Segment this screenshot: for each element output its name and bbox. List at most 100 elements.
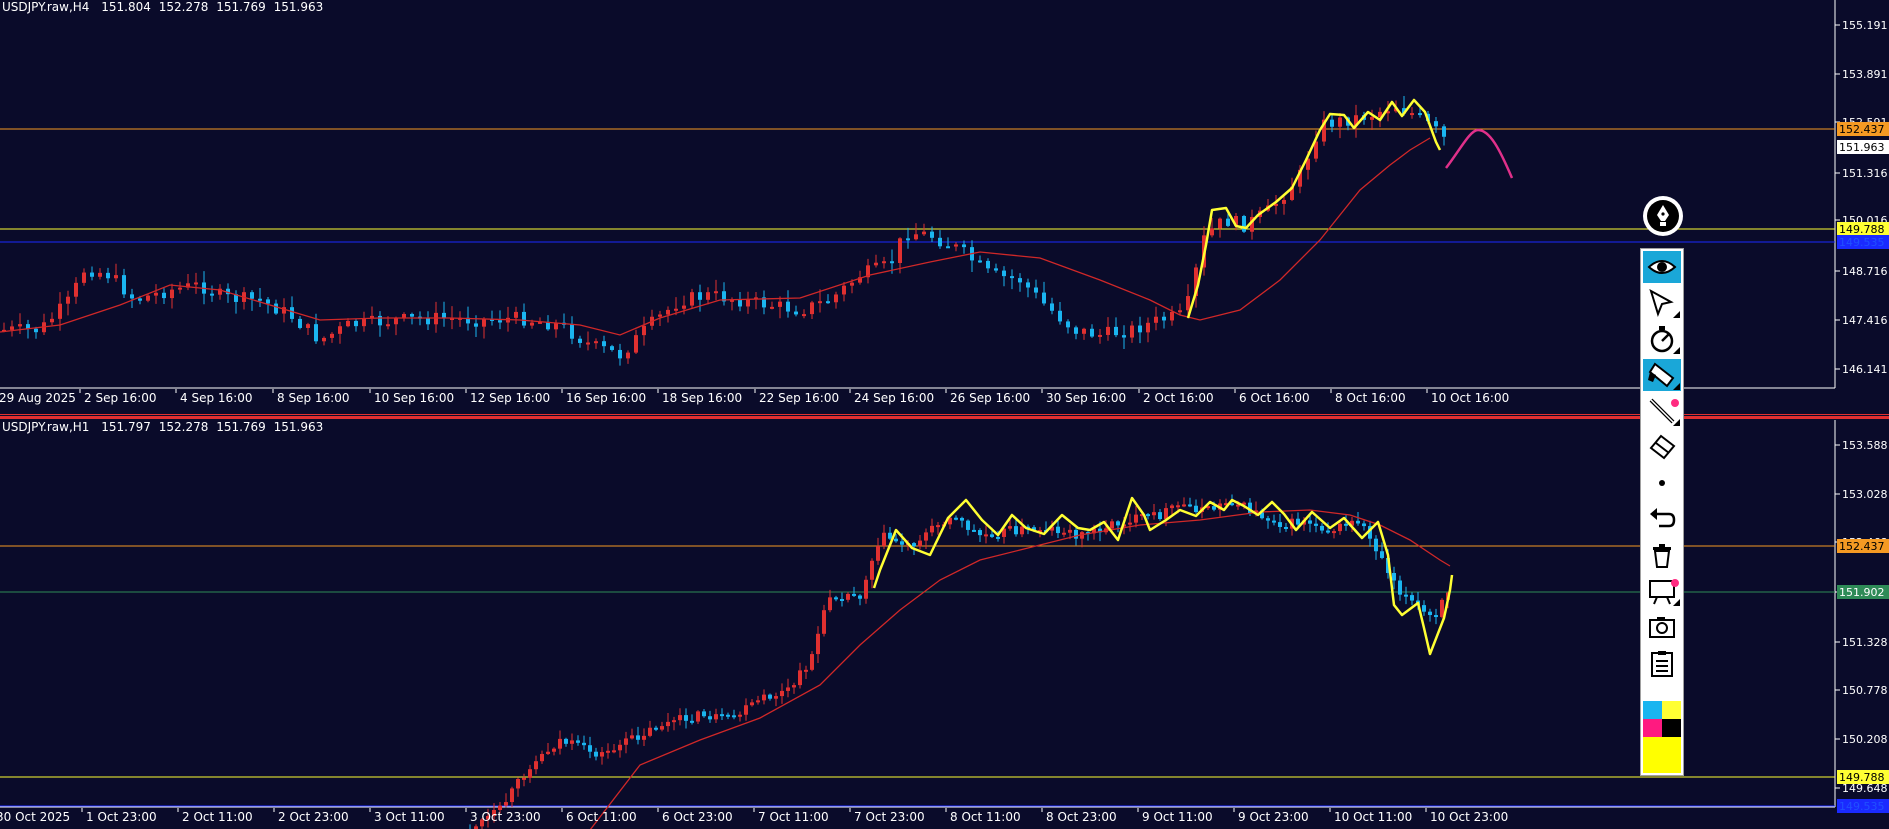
candle-body [946,246,950,249]
candle-body [762,297,766,308]
highlighter-tool-button[interactable] [1643,359,1681,391]
candle-body [798,670,802,686]
candle-body [842,285,846,295]
time-label: 3 Oct 11:00 [374,810,445,824]
candle-body [702,711,706,717]
level-tag: 152.437 [1839,540,1885,553]
candle-body [708,716,712,720]
pen-toggle-button[interactable] [1643,196,1683,236]
candle-body [1418,113,1422,116]
candle-body [534,761,538,770]
cursor-icon [1649,288,1674,318]
candle-body [874,262,878,266]
candle-body [504,802,508,806]
color-swatch-magenta[interactable] [1643,719,1662,737]
eye-icon [1647,260,1677,274]
time-label: 9 Oct 23:00 [1238,810,1309,824]
candle-body [722,291,726,302]
candle-body [74,282,78,297]
candle-body [1226,218,1230,226]
eye-tool-button[interactable] [1643,251,1681,283]
candle-body [666,309,670,315]
pen-line-tool-button[interactable] [1643,395,1681,427]
candle-body [914,234,918,240]
time-label: 2 Oct 23:00 [278,810,349,824]
clipboard-tool-button[interactable] [1643,647,1681,679]
color-swatch-cyan[interactable] [1643,701,1662,719]
candle-body [858,595,862,599]
timer-tool-button[interactable] [1643,323,1681,355]
candle-body [634,335,638,353]
candle-body [1224,503,1228,506]
candle-body [898,238,902,263]
cursor-tool-button[interactable] [1643,287,1681,319]
candle-body [674,308,678,311]
candle-body [1322,119,1326,142]
candle-body [480,819,484,827]
candle-body [1056,526,1060,534]
candle-body [194,282,198,285]
candle-body [1158,512,1162,520]
candle-body [600,752,604,757]
presentation-tool-button[interactable] [1643,575,1681,607]
time-label: 24 Sep 16:00 [854,391,934,405]
candle-body [1092,528,1096,534]
candle-body [1002,270,1006,277]
candle-body [516,779,520,789]
candle-body [1266,518,1270,521]
candle-body [930,525,934,533]
time-label: 10 Oct 11:00 [1334,810,1412,824]
h4-ohlc: 151.804 152.278 151.769 151.963 [101,0,327,14]
candle-body [850,282,854,286]
candle-body [282,307,286,314]
chart-separator[interactable] [0,412,1889,420]
candle-body [1242,502,1246,505]
h4-plot[interactable]: 155.191153.891152.591151.316150.016148.7… [0,0,1889,412]
candle-body [618,744,622,751]
time-label: 29 Aug 2025 [0,391,76,405]
time-label: 10 Sep 16:00 [374,391,454,405]
candle-body [912,543,916,547]
price-label: 147.416 [1842,314,1888,327]
trash-tool-button[interactable] [1643,539,1681,571]
highlighter-icon [1648,362,1675,388]
candle-body [618,349,622,359]
candle-body [1098,334,1102,337]
candle-body [266,299,270,304]
candle-body [298,318,302,328]
undo-tool-button[interactable] [1643,503,1681,535]
color-swatch-current[interactable] [1643,737,1681,773]
time-label: 30 Sep 16:00 [1046,391,1126,405]
candle-body [882,261,886,264]
candle-body [1140,514,1144,517]
level-tag-bg [1837,122,1889,136]
color-swatch-black[interactable] [1662,719,1681,737]
candle-body [492,810,496,817]
time-label: 2 Sep 16:00 [84,391,156,405]
candle-body [786,687,790,691]
candle-body [1356,520,1360,524]
time-label: 10 Oct 16:00 [1431,391,1509,405]
candle-body [540,753,544,762]
h1-plot[interactable]: 153.588153.028152.468151.898151.328150.7… [0,420,1889,829]
candle-body [1274,203,1278,206]
eraser-tool-button[interactable] [1643,431,1681,463]
candle-body [1434,121,1438,127]
candle-body [816,633,820,655]
level-tag: 152.437 [1839,123,1885,136]
h4-chart-window[interactable]: USDJPY.raw,H4 151.804 152.278 151.769 15… [0,0,1889,412]
candle-body [1314,523,1318,526]
h1-chart-window[interactable]: USDJPY.raw,H1 151.797 152.278 151.769 15… [0,420,1889,829]
dot-tool-button[interactable] [1643,467,1681,499]
candle-body [1332,531,1336,534]
color-swatch-yellow[interactable] [1662,701,1681,719]
camera-tool-button[interactable] [1643,611,1681,643]
candle-body [762,694,766,701]
candle-body [1050,303,1054,311]
fountain-pen-icon [1647,200,1679,232]
candle-body [1162,316,1166,321]
candle-body [1186,296,1190,311]
time-label: 7 Oct 23:00 [854,810,925,824]
candle-body [978,530,982,536]
candle-body [894,538,898,542]
